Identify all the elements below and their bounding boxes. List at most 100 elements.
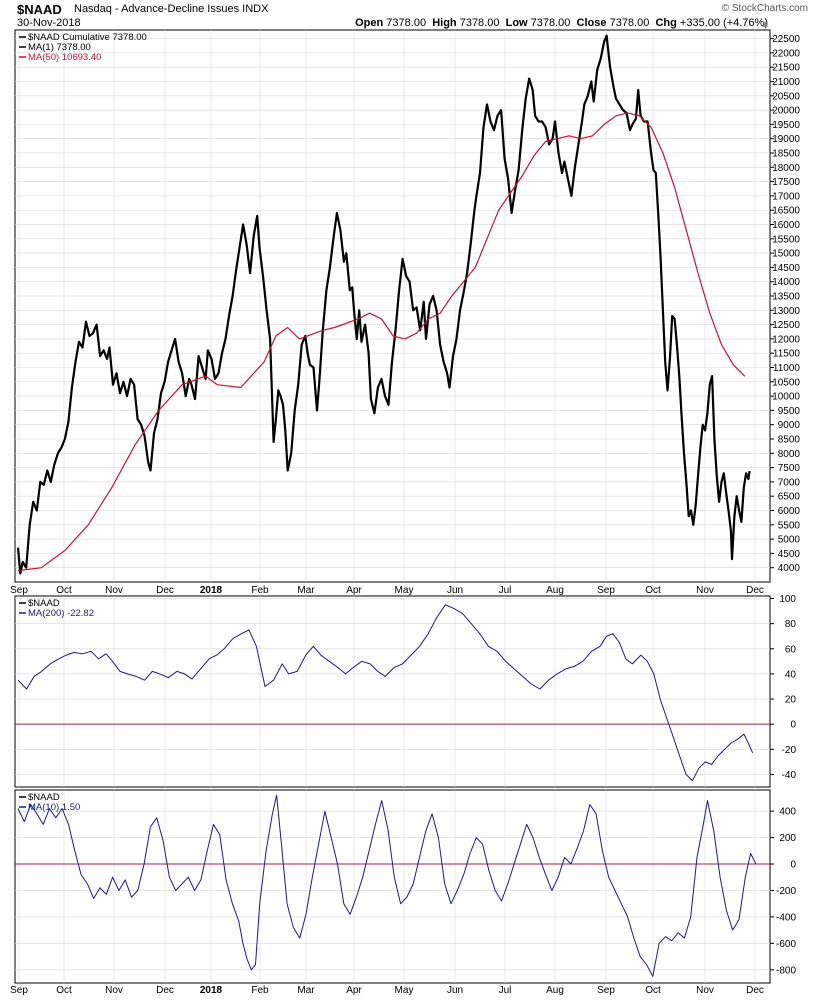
legend-entry: $NAAD Cumulative 7378.00 (28, 32, 147, 43)
x-tick-label: Apr (346, 585, 362, 596)
x-tick-label: May (395, 985, 414, 996)
panel-1: 4000 4500 5000 5500 6000 6500 7000 7500 8000 8500… (14, 29, 801, 583)
y-tick-label: 5000 (778, 535, 801, 546)
x-tick-label: 2018 (200, 585, 223, 596)
x-tick-label: Oct (56, 585, 72, 596)
x-tick-label: Jun (447, 985, 463, 996)
y-tick-label: 4000 (778, 563, 801, 574)
x-tick-label: Sep (597, 585, 615, 596)
y-tick-label: 7500 (778, 463, 801, 474)
x-tick-label: Dec (156, 585, 174, 596)
x-tick-label: Aug (546, 585, 564, 596)
y-tick-label: -800 (776, 965, 796, 976)
low-value: 7378.00 (530, 17, 571, 29)
y-tick-label: 16500 (772, 206, 800, 217)
x-tick-label: Nov (105, 985, 123, 996)
symbol-title: $NAAD (17, 2, 62, 17)
y-tick-label: 14500 (772, 263, 800, 274)
y-tick-label: 9500 (778, 406, 801, 417)
y-tick-label: 17000 (772, 191, 800, 202)
series-line-ma-10- (17, 794, 757, 977)
x-tick-label: Dec (746, 585, 764, 596)
y-tick-label: 22000 (772, 48, 800, 59)
y-tick-label: 0 (790, 860, 796, 871)
close-value: 7378.00 (609, 17, 650, 29)
y-tick-label: 16000 (772, 220, 800, 231)
x-tick-label: Oct (645, 585, 661, 596)
y-tick-label: 21500 (772, 63, 800, 74)
x-tick-label: Mar (297, 985, 315, 996)
x-tick-label: Jul (499, 585, 512, 596)
series-line-ma-50- (17, 112, 746, 572)
x-tick-label: Sep (10, 985, 28, 996)
y-tick-label: 8500 (778, 434, 801, 445)
y-tick-label: 15000 (772, 249, 800, 260)
y-tick-label: 20 (785, 695, 797, 706)
chg-value: +335.00 (+4.76%) (679, 17, 768, 29)
y-tick-label: 9000 (778, 420, 801, 431)
legend-entry: MA(10) 1.50 (28, 802, 80, 813)
low-label: Low (505, 17, 528, 29)
y-tick-label: 0 (790, 720, 796, 731)
y-tick-label: 20500 (772, 91, 800, 102)
x-tick-label: Sep (10, 585, 28, 596)
chart-header: $NAAD Nasdaq - Advance-Decline Issues IN… (0, 0, 820, 30)
y-tick-label: 13500 (772, 291, 800, 302)
y-tick-label: 12000 (772, 334, 800, 345)
legend-entry: $NAAD (28, 598, 60, 609)
ohlc-readout: Open 7378.00 High 7378.00 Low 7378.00 Cl… (355, 17, 768, 29)
x-tick-label: Dec (746, 985, 764, 996)
x-tick-label: Oct (645, 985, 661, 996)
y-tick-label: 22500 (772, 34, 800, 45)
y-tick-label: 8000 (778, 449, 801, 460)
legend-entry: MA(1) 7378.00 (28, 42, 91, 53)
x-tick-label: Apr (346, 985, 362, 996)
y-tick-label: -400 (776, 912, 796, 923)
y-tick-label: 15500 (772, 234, 800, 245)
series-line--naad-cumulative (16, 34, 751, 575)
y-tick-label: 80 (785, 619, 797, 630)
y-tick-label: 18000 (772, 163, 800, 174)
y-tick-label: 6500 (778, 492, 801, 503)
y-tick-label: 7000 (778, 477, 801, 488)
legend-entry: $NAAD (28, 792, 60, 803)
x-tick-label: Nov (696, 585, 714, 596)
y-tick-label: 400 (779, 807, 796, 818)
y-tick-label: 17500 (772, 177, 800, 188)
x-tick-label: Nov (105, 585, 123, 596)
chg-label: Chg (655, 17, 677, 29)
y-tick-label: 10500 (772, 377, 800, 388)
legend-entry: MA(50) 10693.40 (28, 52, 101, 63)
open-label: Open (355, 17, 384, 29)
y-tick-label: 40 (785, 669, 797, 680)
y-tick-label: -200 (776, 886, 796, 897)
y-tick-label: -40 (782, 770, 797, 781)
x-tick-label: Mar (297, 585, 315, 596)
up-triangle-icon (762, 21, 768, 27)
y-tick-label: 10000 (772, 392, 800, 403)
y-tick-label: 20000 (772, 106, 800, 117)
y-tick-label: 11000 (773, 363, 801, 374)
x-tick-label: Jun (447, 585, 463, 596)
panel-frame (14, 29, 771, 583)
y-tick-label: 21000 (772, 77, 800, 88)
y-tick-label: -600 (776, 939, 796, 950)
high-label: High (432, 17, 457, 29)
y-tick-label: 18500 (772, 148, 800, 159)
y-tick-label: 12500 (772, 320, 800, 331)
y-tick-label: 60 (785, 644, 797, 655)
x-tick-label: Feb (251, 985, 269, 996)
panel-frame (14, 595, 771, 788)
x-tick-label: Nov (696, 985, 714, 996)
legend-entry: MA(200) -22.82 (28, 608, 94, 619)
close-label: Close (576, 17, 607, 29)
x-tick-label: Aug (546, 985, 564, 996)
x-tick-label: Jul (499, 985, 512, 996)
x-tick-label: Feb (251, 585, 269, 596)
symbol-description: Nasdaq - Advance-Decline Issues INDX (74, 3, 269, 15)
x-tick-label: Oct (56, 985, 72, 996)
y-tick-label: 6000 (778, 506, 801, 517)
